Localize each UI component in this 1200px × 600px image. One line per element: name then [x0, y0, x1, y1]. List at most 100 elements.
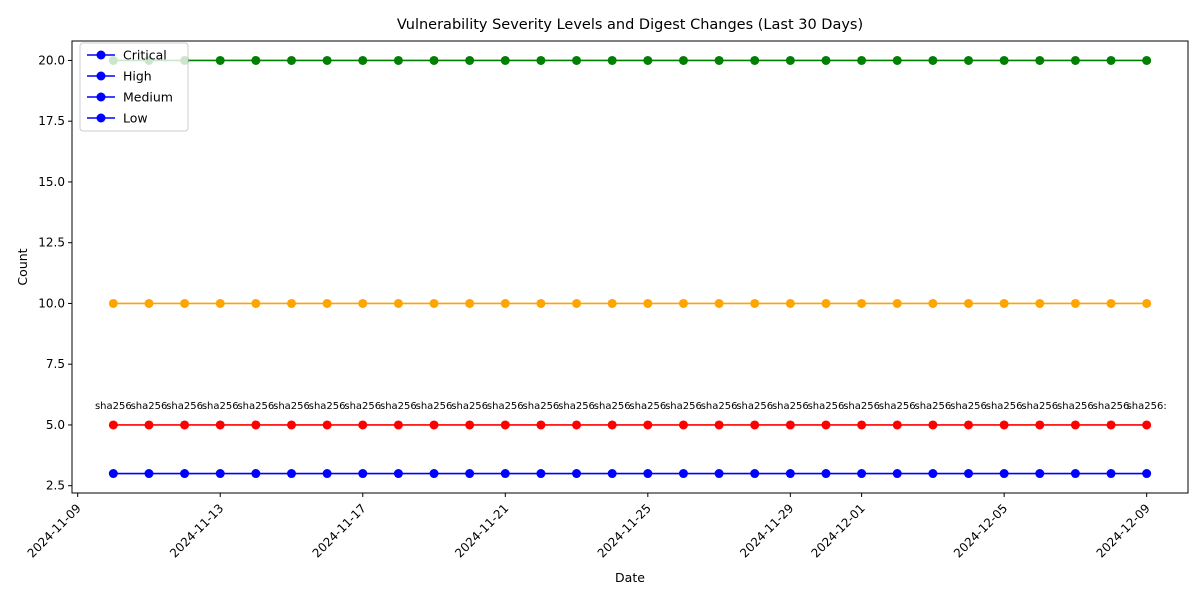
- data-point: [1070, 420, 1080, 430]
- data-point: [536, 420, 546, 430]
- x-tick-label: 2024-11-29: [737, 501, 796, 560]
- legend-item-low: Low: [87, 111, 148, 126]
- legend-marker: [96, 50, 106, 60]
- data-point: [500, 55, 510, 65]
- data-point: [678, 298, 688, 308]
- data-point: [643, 469, 653, 479]
- data-point: [215, 55, 225, 65]
- digest-annotation: sha256: [772, 401, 809, 412]
- series-layer: [108, 55, 1152, 479]
- data-point: [999, 420, 1009, 430]
- digest-annotation: sha256: [237, 401, 274, 412]
- data-point: [358, 469, 368, 479]
- data-point: [286, 469, 296, 479]
- digest-annotation: sha256: [736, 401, 773, 412]
- series-critical: [108, 469, 1152, 479]
- digest-annotation: sha256: [914, 401, 951, 412]
- y-tick-label: 17.5: [38, 114, 65, 128]
- data-point: [821, 420, 831, 430]
- data-point: [500, 469, 510, 479]
- digest-annotation: sha256: [487, 401, 524, 412]
- y-tick-label: 5.0: [46, 418, 65, 432]
- legend-label: Critical: [123, 48, 167, 63]
- data-point: [536, 298, 546, 308]
- x-tick-label: 2024-11-21: [452, 501, 511, 560]
- data-point: [999, 298, 1009, 308]
- data-point: [108, 420, 118, 430]
- data-point: [215, 420, 225, 430]
- data-point: [322, 469, 332, 479]
- data-point: [180, 469, 190, 479]
- data-point: [251, 55, 261, 65]
- data-point: [821, 469, 831, 479]
- data-point: [964, 469, 974, 479]
- data-point: [322, 298, 332, 308]
- data-point: [785, 420, 795, 430]
- data-point: [678, 469, 688, 479]
- plot-area-frame: [71, 40, 1189, 494]
- data-point: [964, 420, 974, 430]
- data-point: [1142, 420, 1152, 430]
- data-point: [750, 55, 760, 65]
- data-point: [251, 469, 261, 479]
- x-tick-label: 2024-12-09: [1094, 501, 1153, 560]
- data-point: [1070, 55, 1080, 65]
- legend-item-medium: Medium: [87, 90, 173, 105]
- data-point: [465, 55, 475, 65]
- data-point: [393, 420, 403, 430]
- digest-annotation: sha256: [131, 401, 168, 412]
- data-point: [678, 420, 688, 430]
- data-point: [857, 298, 867, 308]
- data-point: [108, 469, 118, 479]
- data-point: [607, 420, 617, 430]
- data-point: [465, 298, 475, 308]
- data-point: [358, 55, 368, 65]
- legend-marker: [96, 71, 106, 81]
- digest-annotation: sha256: [202, 401, 239, 412]
- data-point: [785, 55, 795, 65]
- data-point: [714, 298, 724, 308]
- data-point: [572, 298, 582, 308]
- data-point: [857, 420, 867, 430]
- x-axis-ticks: 2024-11-09 2024-11-13 2024-11-17 2024-11-21…: [25, 493, 1153, 560]
- data-point: [251, 298, 261, 308]
- data-point: [928, 298, 938, 308]
- digest-annotation: sha256: [523, 401, 560, 412]
- y-tick-label: 10.0: [38, 296, 65, 310]
- y-axis-label: Count: [15, 248, 30, 285]
- x-tick-label: 2024-11-09: [25, 501, 84, 560]
- data-point: [785, 469, 795, 479]
- data-point: [393, 298, 403, 308]
- data-point: [643, 55, 653, 65]
- data-point: [750, 298, 760, 308]
- x-axis-label: Date: [615, 570, 645, 585]
- annotation-layer: sha256sha256sha256sha256sha256sha256sha2…: [95, 401, 1167, 412]
- digest-annotation: sha256: [701, 401, 738, 412]
- data-point: [429, 298, 439, 308]
- data-point: [821, 298, 831, 308]
- x-tick-label: 2024-11-13: [167, 501, 226, 560]
- data-point: [1142, 298, 1152, 308]
- data-point: [964, 298, 974, 308]
- data-point: [144, 298, 154, 308]
- data-point: [1070, 469, 1080, 479]
- digest-annotation: sha256: [1057, 401, 1094, 412]
- data-point: [1106, 469, 1116, 479]
- y-axis-ticks: 2.5 5.0 7.5 10.0 12.5 15.0 17.5 20.0: [38, 53, 72, 493]
- digest-annotation: sha256: [166, 401, 203, 412]
- digest-annotation: sha256: [1021, 401, 1058, 412]
- series-low: [108, 55, 1152, 65]
- data-point: [180, 298, 190, 308]
- digest-annotation: sha256: [558, 401, 595, 412]
- data-point: [607, 469, 617, 479]
- data-point: [714, 420, 724, 430]
- digest-annotation: sha256: [808, 401, 845, 412]
- x-tick-label: 2024-12-05: [951, 501, 1010, 560]
- data-point: [358, 298, 368, 308]
- data-point: [678, 55, 688, 65]
- data-point: [892, 298, 902, 308]
- data-point: [821, 55, 831, 65]
- digest-annotation: sha256: [629, 401, 666, 412]
- data-point: [999, 469, 1009, 479]
- digest-annotation: sha256: [986, 401, 1023, 412]
